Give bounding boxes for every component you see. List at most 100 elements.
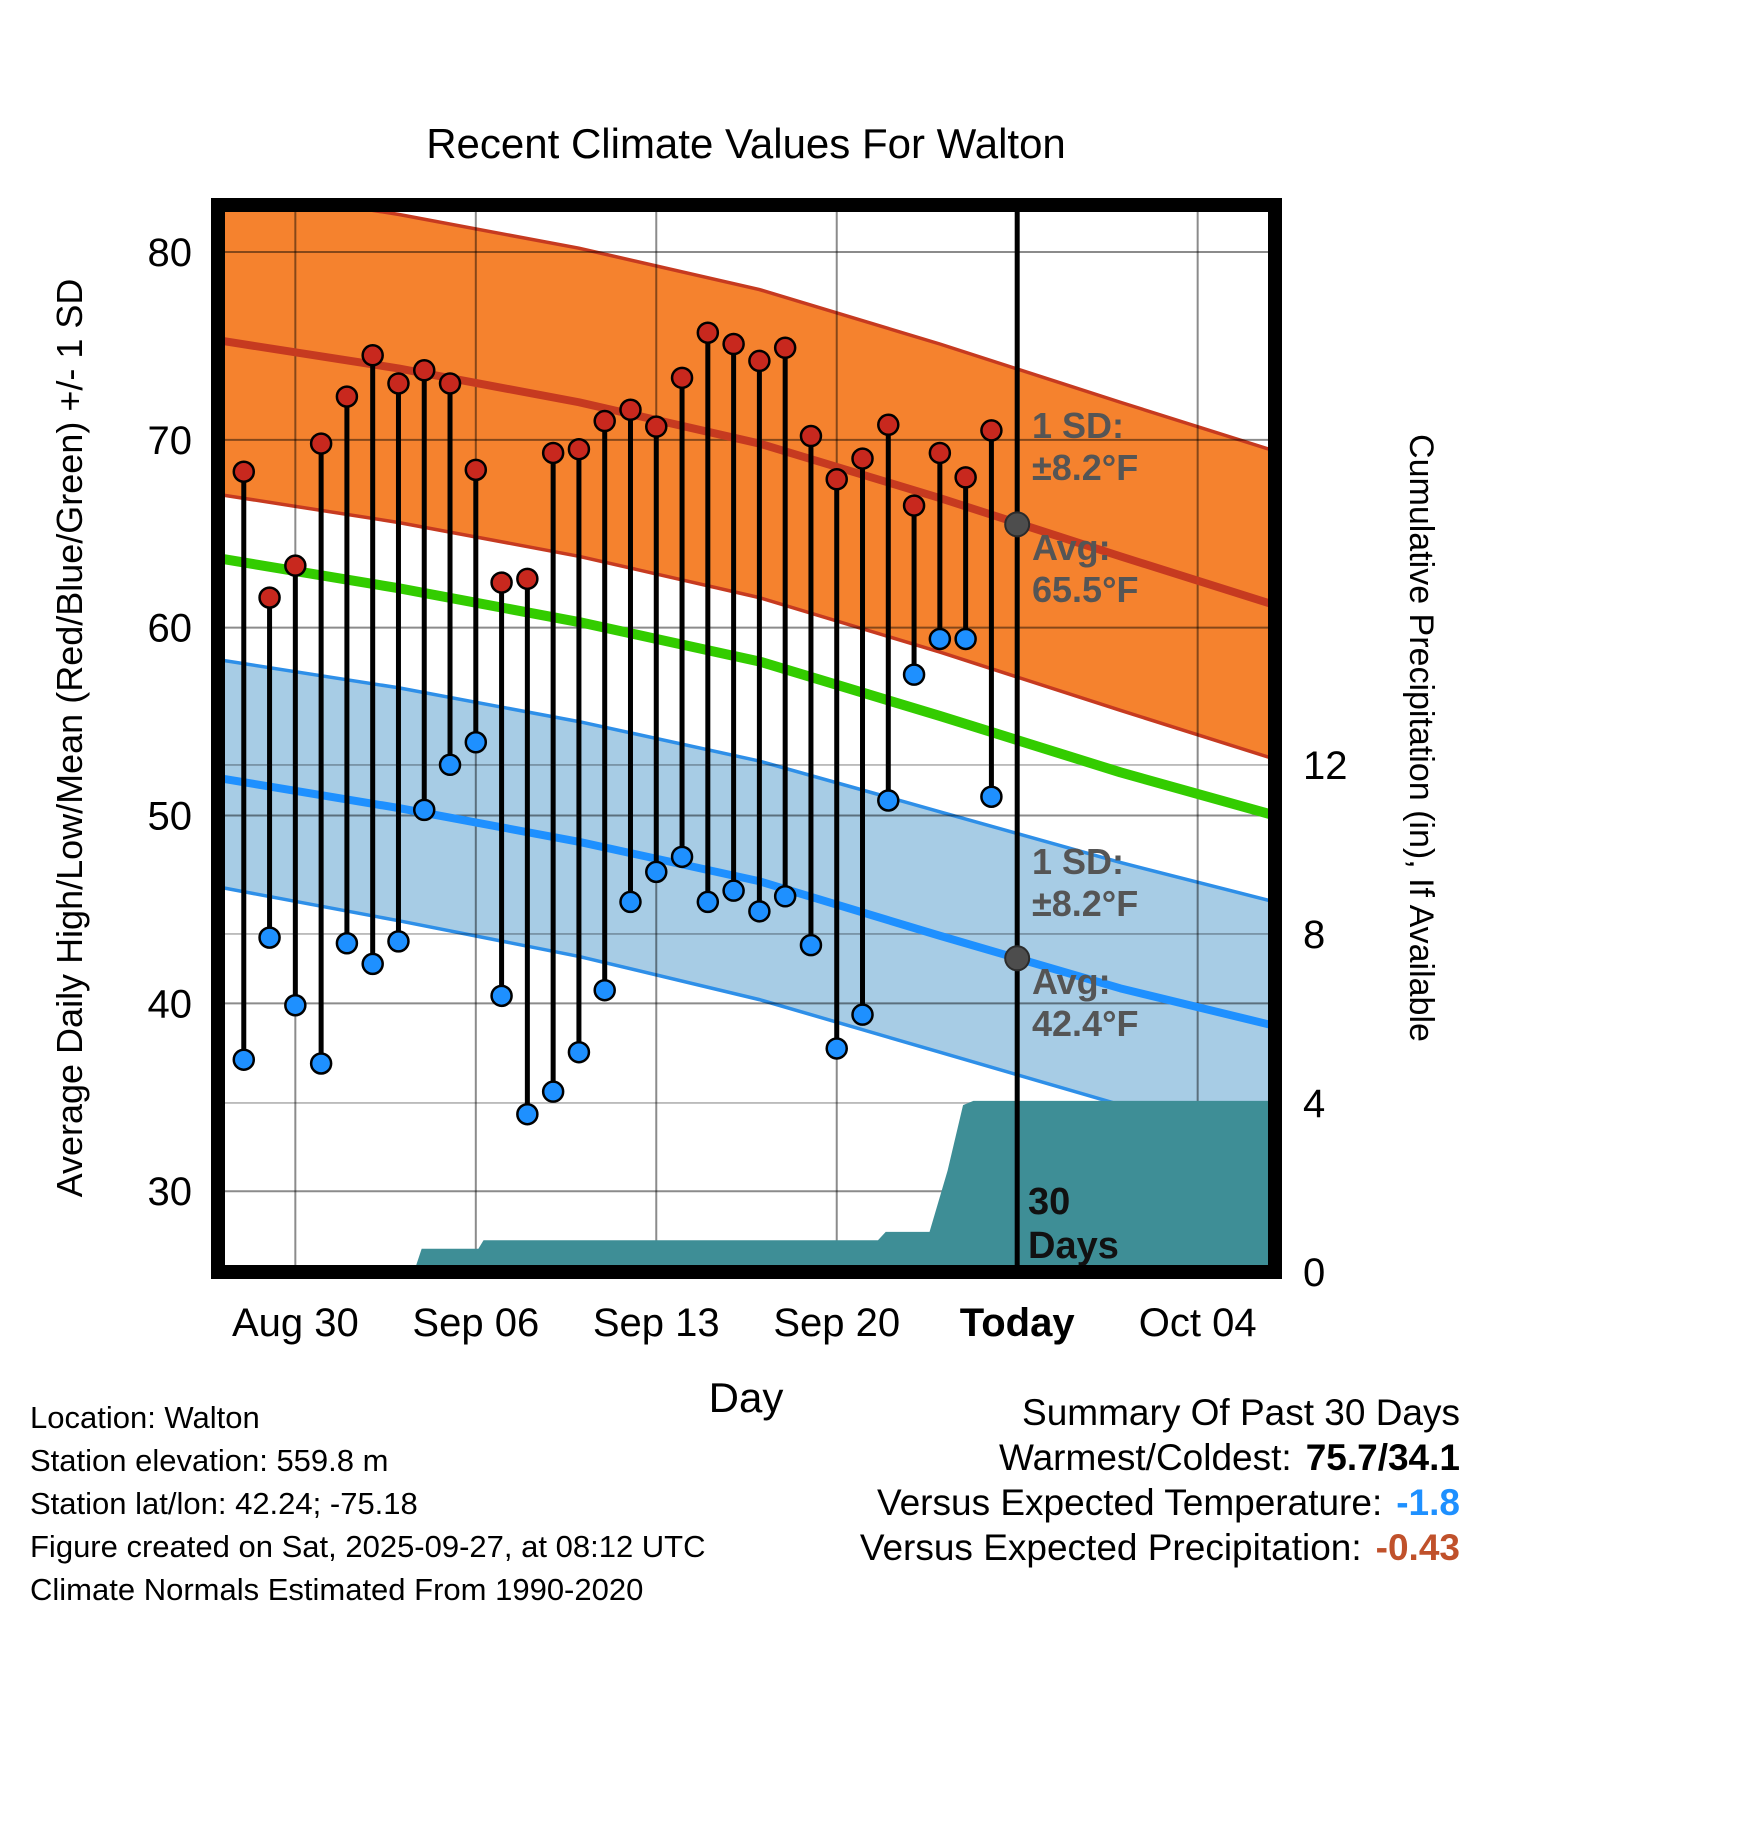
figure-metadata: Location: Walton Station elevation: 559.… bbox=[30, 1396, 706, 1611]
daily-high-dot bbox=[645, 415, 668, 438]
vs-temperature-label: Versus Expected Temperature: bbox=[876, 1482, 1383, 1523]
chart-title: Recent Climate Values For Walton bbox=[426, 120, 1066, 167]
daily-low-dot bbox=[593, 978, 616, 1002]
daily-low-dot bbox=[567, 1040, 591, 1064]
daily-low-dot bbox=[954, 627, 977, 651]
daily-high-dot bbox=[387, 372, 410, 395]
date-tick-label: Today bbox=[960, 1301, 1076, 1345]
daily-high-dot bbox=[232, 460, 256, 483]
daily-high-dot bbox=[335, 385, 359, 408]
daily-high-dot bbox=[464, 458, 488, 482]
x-axis-label: Day bbox=[709, 1374, 784, 1421]
daily-low-dot bbox=[490, 984, 513, 1008]
precipitation-layer bbox=[218, 1100, 1275, 1272]
daily-high-dot bbox=[438, 372, 462, 395]
daily-high-dot bbox=[877, 413, 900, 437]
daily-high-dot bbox=[516, 567, 539, 591]
precip-tick-label: 12 bbox=[1303, 744, 1348, 788]
daily-high-dot bbox=[748, 349, 771, 373]
daily-low-dot bbox=[851, 1003, 874, 1026]
today-low-avg-marker bbox=[1004, 945, 1031, 972]
temp-tick-label: 70 bbox=[148, 419, 193, 463]
daily-high-dot bbox=[490, 571, 513, 594]
vs-precipitation-value: -0.43 bbox=[1375, 1527, 1460, 1568]
date-tick-label: Sep 20 bbox=[773, 1301, 900, 1345]
temp-tick-label: 60 bbox=[148, 607, 193, 651]
daily-high-dot bbox=[361, 344, 384, 367]
metadata-elevation: Station elevation: 559.8 m bbox=[30, 1443, 389, 1478]
daily-low-dot bbox=[902, 663, 926, 686]
daily-high-dot bbox=[928, 441, 952, 465]
daily-high-dot bbox=[799, 424, 823, 448]
summary-panel: Summary Of Past 30 Days Warmest/Coldest:… bbox=[860, 1390, 1460, 1570]
temp-tick-label: 50 bbox=[148, 795, 193, 839]
summary-row-warmest-coldest: Warmest/Coldest: 75.7/34.1 bbox=[860, 1435, 1460, 1480]
high-avg-annotation-line2: 65.5°F bbox=[1032, 569, 1138, 610]
daily-low-dot bbox=[232, 1048, 256, 1071]
daily-low-dot bbox=[361, 952, 384, 976]
warmest-coldest-value: 75.7/34.1 bbox=[1305, 1437, 1460, 1478]
daily-low-dot bbox=[464, 731, 488, 754]
metadata-location: Location: Walton bbox=[30, 1400, 260, 1435]
low-sd-annotation-line2: ±8.2°F bbox=[1032, 883, 1138, 924]
daily-low-dot bbox=[928, 627, 952, 651]
high-avg-annotation-line1: Avg: bbox=[1032, 527, 1111, 568]
plot-border bbox=[211, 198, 1282, 1279]
daily-high-dot bbox=[258, 586, 281, 609]
daily-high-dot bbox=[670, 366, 694, 390]
high-band-upper-edge bbox=[326, 205, 1275, 453]
today-marker-layer bbox=[1004, 205, 1031, 1272]
daily-low-dot bbox=[877, 789, 900, 812]
daily-low-dot bbox=[258, 926, 281, 949]
low-sd-annotation-line1: 1 SD: bbox=[1032, 841, 1124, 882]
daily-low-dot bbox=[773, 885, 797, 908]
temp-tick-label: 80 bbox=[148, 231, 193, 275]
low-avg-annotation-line1: Avg: bbox=[1032, 961, 1111, 1002]
climate-chart: 1 SD: ±8.2°F Avg: 65.5°F 1 SD: ±8.2°F Av… bbox=[49, 120, 1440, 1421]
daily-high-dot bbox=[825, 468, 848, 491]
daily-high-dot bbox=[851, 447, 874, 470]
daily-low-dot bbox=[541, 1080, 565, 1103]
low-avg-annotation-line2: 42.4°F bbox=[1032, 1003, 1138, 1044]
daily-low-dot bbox=[516, 1102, 539, 1126]
daily-high-dot bbox=[567, 437, 591, 461]
high-sd-annotation-line1: 1 SD: bbox=[1032, 405, 1124, 446]
summary-row-vs-temperature: Versus Expected Temperature: -1.8 bbox=[860, 1480, 1460, 1525]
daily-high-dot bbox=[696, 321, 720, 344]
daily-low-dot bbox=[438, 753, 462, 777]
daily-low-dot bbox=[619, 890, 642, 914]
daily-low-dot bbox=[284, 994, 307, 1017]
temp-tick-label: 30 bbox=[148, 1170, 193, 1214]
vs-precipitation-label: Versus Expected Precipitation: bbox=[859, 1527, 1362, 1568]
metadata-latlon: Station lat/lon: 42.24; -75.18 bbox=[30, 1486, 418, 1521]
date-tick-label: Sep 13 bbox=[593, 1301, 720, 1345]
tick-labels-layer: 30 40 50 60 70 80 0 4 8 12 Aug 30 Sep 06 Sep 13 Sep 2… bbox=[148, 231, 1348, 1345]
daily-low-dot bbox=[335, 932, 359, 955]
low-normal-band bbox=[218, 659, 1275, 1147]
daily-low-dot bbox=[799, 933, 823, 957]
high-normal-band bbox=[218, 205, 1275, 760]
precip-tick-label: 0 bbox=[1303, 1251, 1325, 1295]
temp-tick-label: 40 bbox=[148, 982, 193, 1026]
metadata-normals-range: Climate Normals Estimated From 1990-2020 bbox=[30, 1572, 644, 1607]
period-annotation-line2: Days bbox=[1028, 1225, 1119, 1267]
daily-low-dot bbox=[722, 879, 745, 902]
daily-high-dot bbox=[619, 398, 642, 422]
daily-high-dot bbox=[541, 441, 565, 465]
daily-low-dot bbox=[980, 785, 1003, 808]
daily-low-dot bbox=[670, 845, 694, 869]
precip-tick-label: 8 bbox=[1303, 913, 1325, 957]
date-tick-label: Oct 04 bbox=[1139, 1301, 1257, 1345]
y-axis-left-label: Average Daily High/Low/Mean (Red/Blue/Gr… bbox=[49, 279, 90, 1198]
daily-high-dot bbox=[309, 432, 333, 455]
summary-row-vs-precipitation: Versus Expected Precipitation: -0.43 bbox=[860, 1525, 1460, 1570]
daily-low-dot bbox=[412, 798, 436, 822]
summary-title: Summary Of Past 30 Days bbox=[1022, 1392, 1460, 1433]
daily-low-dot bbox=[309, 1052, 333, 1075]
daily-high-dot bbox=[980, 419, 1003, 442]
daily-high-dot bbox=[593, 409, 616, 433]
daily-high-dot bbox=[284, 554, 307, 577]
daily-low-dot bbox=[825, 1037, 848, 1060]
daily-low-dot bbox=[645, 860, 668, 884]
